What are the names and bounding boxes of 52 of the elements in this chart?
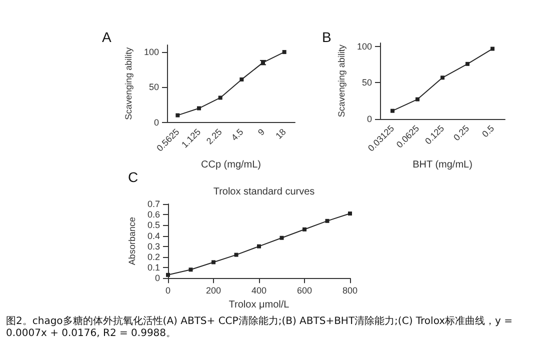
x-tick-label: 4.5 — [229, 126, 246, 143]
y-tick-label: 0 — [366, 114, 372, 124]
point — [197, 106, 201, 110]
point — [234, 252, 238, 257]
point — [280, 236, 284, 240]
y-axis-title: Scavenging ability — [124, 46, 134, 120]
y-axis-title: Absorbance — [127, 217, 138, 266]
point — [490, 46, 494, 51]
y-tick-label: 0.6 — [147, 210, 160, 220]
point — [466, 62, 470, 66]
x-tick-label: 800 — [342, 286, 358, 296]
y-tick-label: 0.4 — [147, 230, 160, 241]
point — [166, 272, 170, 277]
x-axis-title: CCp (mg/mL) — [200, 160, 262, 170]
x-axis-title: Trolox μmol/L — [228, 300, 290, 310]
x-tick-label: 400 — [251, 286, 267, 296]
point — [212, 260, 216, 264]
y-tick-label: 0.7 — [147, 199, 160, 209]
point — [188, 268, 193, 272]
x-tick-label: 18 — [274, 126, 288, 141]
point — [302, 227, 306, 232]
x-axis-title: BHT (mg/mL) — [412, 160, 472, 170]
point — [240, 77, 244, 82]
y-tick-label: 0.1 — [147, 262, 160, 273]
y-tick-label: 0.2 — [147, 252, 160, 262]
y-tick-label: 100 — [356, 42, 372, 52]
point — [325, 218, 330, 223]
chart-title: Trolox standard curves — [213, 186, 315, 198]
point — [440, 76, 444, 80]
x-tick-label: 0.5 — [480, 123, 496, 140]
caption: 图2。chago多糖的体外抗氧化活性(A) ABTS+ CCP清除能力;(B) ABTS+BHT清除能力;(C) Trolox标准曲线，y = 0.0007x + 0.0176, R2 = 0.9988。 — [6, 316, 514, 340]
y-tick-label: 50 — [148, 82, 159, 92]
y-tick-label: 100 — [144, 47, 159, 58]
point — [282, 50, 286, 54]
y-tick-label: 0 — [154, 273, 160, 284]
y-axis-title: Scavenging ability — [336, 44, 347, 118]
text: C — [128, 169, 138, 185]
text: A — [102, 29, 112, 45]
y-tick-label: 0.3 — [147, 241, 160, 252]
y-tick-label: 50 — [362, 78, 372, 88]
x-tick-label: 9 — [256, 126, 267, 138]
point — [257, 244, 261, 248]
point — [390, 108, 394, 113]
point — [218, 96, 222, 100]
point — [416, 97, 420, 102]
point — [348, 212, 352, 216]
x-tick-label: 600 — [296, 286, 312, 296]
point — [176, 113, 180, 118]
x-tick-label: 0 — [165, 286, 171, 296]
x-tick-label: 200 — [206, 286, 222, 296]
text: B — [322, 29, 332, 45]
y-tick-label: 0.5 — [147, 220, 160, 230]
